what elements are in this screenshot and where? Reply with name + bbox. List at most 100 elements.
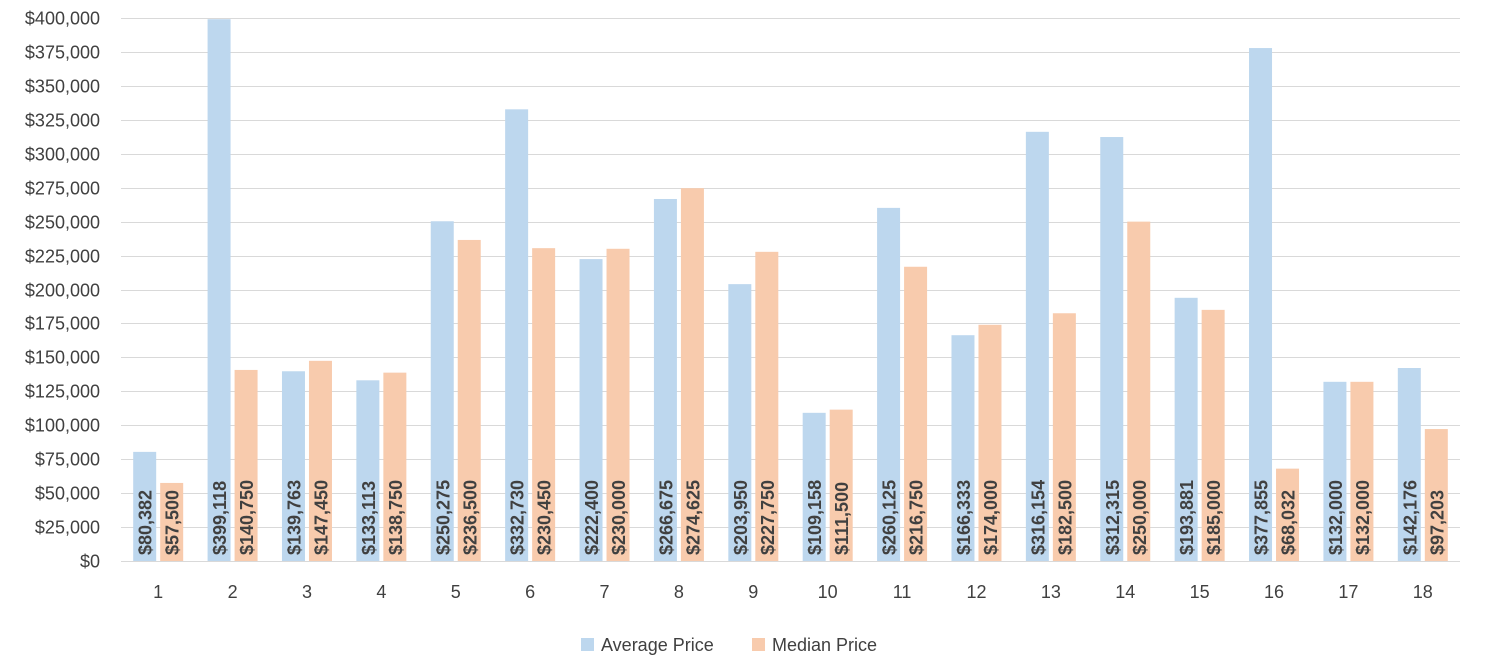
x-tick-label: 1 — [153, 582, 163, 602]
data-label: $193,881 — [1177, 480, 1197, 555]
data-label: $332,730 — [508, 480, 528, 555]
data-label: $142,176 — [1400, 480, 1420, 555]
data-label: $227,750 — [758, 480, 778, 555]
bar-median — [829, 409, 853, 561]
bar-average — [1025, 131, 1049, 561]
bar-median — [755, 251, 779, 561]
bar-median — [1276, 468, 1300, 561]
bar-median — [1350, 381, 1374, 561]
data-label: $68,032 — [1279, 490, 1299, 555]
bar-median — [234, 369, 258, 561]
bar-average — [1100, 137, 1124, 561]
x-tick-label: 16 — [1264, 582, 1284, 602]
legend-label: Average Price — [601, 635, 714, 655]
data-label: $138,750 — [386, 480, 406, 555]
bar-average — [505, 109, 529, 561]
data-label: $174,000 — [981, 480, 1001, 555]
y-tick-label: $375,000 — [25, 43, 100, 63]
data-label: $109,158 — [805, 480, 825, 555]
bar-median — [383, 372, 407, 561]
bar-average — [951, 335, 975, 561]
data-label: $185,000 — [1204, 480, 1224, 555]
bar-median — [680, 188, 704, 561]
data-label: $230,000 — [609, 480, 629, 555]
bar-median — [1127, 221, 1151, 562]
y-tick-label: $0 — [80, 552, 100, 572]
data-label: $216,750 — [907, 480, 927, 555]
bar-median — [1424, 429, 1448, 561]
y-tick-label: $250,000 — [25, 213, 100, 233]
bar-average — [1174, 297, 1198, 561]
bar-median — [904, 266, 928, 561]
data-label: $312,315 — [1103, 480, 1123, 555]
bar-average — [579, 259, 603, 561]
bar-average — [653, 198, 677, 562]
y-tick-label: $25,000 — [35, 518, 100, 538]
y-tick-label: $225,000 — [25, 247, 100, 267]
data-label: $166,333 — [954, 480, 974, 555]
x-tick-label: 13 — [1041, 582, 1061, 602]
bar-average — [133, 451, 157, 561]
x-tick-label: 4 — [376, 582, 386, 602]
x-tick-label: 17 — [1338, 582, 1358, 602]
x-tick-label: 12 — [966, 582, 986, 602]
bar-average — [1323, 381, 1347, 561]
y-axis-tick-labels: $0 $25,000 $50,000 $75,000 $100,000 $125,000 $… — [25, 9, 100, 572]
data-label: $274,625 — [683, 480, 703, 555]
bar-average — [430, 221, 454, 561]
data-label: $147,450 — [311, 480, 331, 555]
data-labels: $80,382 $57,500 $399,118 $140,750 $139,763 $1… — [136, 480, 1448, 555]
legend-label: Median Price — [772, 635, 877, 655]
bar-average — [281, 371, 305, 561]
x-tick-label: 9 — [748, 582, 758, 602]
data-label: $236,500 — [460, 480, 480, 555]
y-tick-label: $400,000 — [25, 9, 100, 29]
data-label: $111,500 — [832, 482, 852, 555]
y-tick-label: $200,000 — [25, 281, 100, 301]
y-tick-label: $150,000 — [25, 348, 100, 368]
x-tick-label: 15 — [1190, 582, 1210, 602]
y-tick-label: $275,000 — [25, 179, 100, 199]
legend: Average Price Median Price — [581, 635, 877, 655]
bar-median — [978, 324, 1002, 561]
data-label: $140,750 — [237, 480, 257, 555]
x-tick-label: 7 — [600, 582, 610, 602]
bar-median — [606, 248, 630, 561]
y-tick-label: $75,000 — [35, 450, 100, 470]
bar-median — [1052, 313, 1076, 561]
bar-median — [1201, 309, 1225, 561]
x-tick-label: 18 — [1413, 582, 1433, 602]
y-tick-label: $350,000 — [25, 77, 100, 97]
bar-median — [160, 482, 184, 561]
data-label: $250,000 — [1130, 480, 1150, 555]
bar-average — [1249, 48, 1273, 562]
gridlines — [121, 18, 1460, 562]
bars — [133, 19, 1448, 562]
bar-median — [457, 239, 481, 561]
data-label: $399,118 — [210, 481, 230, 555]
data-label: $260,125 — [880, 480, 900, 555]
data-label: $132,000 — [1326, 480, 1346, 555]
data-label: $316,154 — [1028, 480, 1048, 555]
legend-swatch — [752, 638, 765, 651]
y-tick-label: $125,000 — [25, 382, 100, 402]
data-label: $250,275 — [433, 480, 453, 555]
bar-average — [802, 412, 826, 561]
x-tick-label: 3 — [302, 582, 312, 602]
data-label: $222,400 — [582, 480, 602, 555]
y-tick-label: $175,000 — [25, 314, 100, 334]
bar-average — [1397, 368, 1421, 561]
x-tick-label: 2 — [228, 582, 238, 602]
data-label: $133,113 — [359, 481, 379, 555]
x-tick-label: 14 — [1115, 582, 1135, 602]
y-tick-label: $100,000 — [25, 416, 100, 436]
data-label: $203,950 — [731, 480, 751, 555]
data-label: $97,203 — [1427, 490, 1447, 555]
x-tick-label: 10 — [818, 582, 838, 602]
x-tick-label: 8 — [674, 582, 684, 602]
y-tick-label: $50,000 — [35, 484, 100, 504]
bar-average — [207, 19, 231, 561]
x-tick-label: 5 — [451, 582, 461, 602]
